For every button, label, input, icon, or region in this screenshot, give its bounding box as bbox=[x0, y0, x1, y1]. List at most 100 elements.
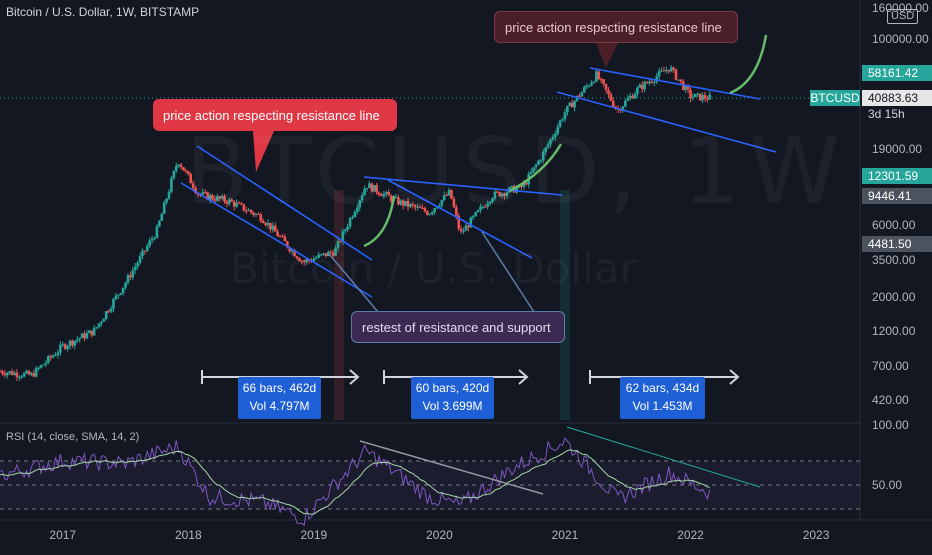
callout-left[interactable]: price action respecting resistance line bbox=[153, 99, 397, 131]
candle-body bbox=[401, 200, 405, 206]
candle-body bbox=[252, 212, 255, 215]
candle-body bbox=[150, 238, 154, 241]
candle-body bbox=[597, 71, 601, 80]
candle-body bbox=[491, 198, 494, 202]
candle-body bbox=[271, 225, 275, 230]
candle-body bbox=[300, 261, 304, 263]
x-tick-label: 2023 bbox=[802, 528, 830, 542]
candle-body bbox=[363, 188, 366, 196]
candle-body bbox=[505, 192, 509, 196]
candle-body bbox=[457, 215, 461, 229]
candle-body bbox=[20, 376, 24, 378]
resistance-trendline-2 bbox=[363, 176, 563, 196]
candle-body bbox=[624, 100, 627, 107]
candle-body bbox=[71, 340, 74, 346]
candle-body bbox=[162, 202, 166, 214]
watermark-name: Bitcoin / U.S. Dollar bbox=[230, 244, 637, 293]
x-tick-label: 2018 bbox=[174, 528, 202, 542]
candle-body bbox=[121, 287, 125, 294]
candle-body bbox=[174, 165, 178, 171]
candle-body bbox=[607, 89, 610, 94]
price-tag-4481: 4481.50 bbox=[862, 236, 932, 252]
candle-body bbox=[136, 263, 139, 267]
callout-right-pointer bbox=[596, 43, 618, 68]
candle-body bbox=[628, 96, 632, 99]
measure-arrow-head-0 bbox=[349, 369, 360, 385]
candle-body bbox=[141, 250, 144, 257]
candle-body bbox=[46, 356, 50, 363]
x-tick-label: 2022 bbox=[677, 528, 704, 542]
candle-body bbox=[626, 98, 630, 101]
measure-2-bars: 60 bars, 420d bbox=[415, 381, 490, 395]
currency-box[interactable]: USD bbox=[887, 9, 919, 24]
candle-body bbox=[317, 254, 320, 258]
candle-body bbox=[479, 206, 482, 211]
candle-body bbox=[372, 185, 376, 192]
measure-box-2[interactable]: 60 bars, 420d Vol 3.699M bbox=[411, 377, 494, 419]
measure-arrow-head-2 bbox=[729, 369, 740, 385]
candle-body bbox=[237, 202, 241, 204]
candle-body bbox=[493, 191, 497, 199]
candle-body bbox=[177, 164, 180, 166]
candle-body bbox=[558, 120, 562, 127]
candle-body bbox=[201, 192, 205, 195]
candle-body bbox=[609, 93, 613, 101]
candle-body bbox=[206, 192, 209, 200]
candle-body bbox=[312, 258, 316, 262]
measure-arrow-head-1 bbox=[518, 369, 529, 385]
rsi-ma-line bbox=[0, 449, 710, 515]
measure-box-3[interactable]: 62 bars, 434d Vol 1.453M bbox=[620, 377, 705, 419]
candle-body bbox=[546, 144, 550, 148]
candle-body bbox=[483, 206, 487, 208]
projection-curve-1 bbox=[509, 143, 563, 193]
candle-body bbox=[496, 191, 499, 193]
candle-body bbox=[397, 197, 400, 205]
candle-body bbox=[208, 195, 212, 200]
candle-body bbox=[269, 222, 272, 230]
rsi-label: RSI (14, close, SMA, 14, 2) bbox=[6, 431, 140, 443]
candle-body bbox=[580, 92, 584, 97]
candle-body bbox=[409, 204, 412, 207]
candle-body bbox=[360, 195, 364, 201]
candle-body bbox=[438, 205, 441, 208]
candle-body bbox=[298, 258, 301, 262]
candle-body bbox=[503, 193, 506, 196]
candle-body bbox=[114, 295, 118, 300]
candle-body bbox=[389, 195, 393, 202]
y-tick-label: 100000.00 bbox=[872, 32, 929, 46]
candle-body bbox=[145, 245, 149, 251]
candle-body bbox=[706, 98, 709, 100]
candle-body bbox=[100, 321, 103, 324]
callout-right[interactable]: price action respecting resistance line bbox=[494, 11, 738, 43]
resistance-trendline-1 bbox=[180, 182, 373, 298]
callout-middle[interactable]: restest of resistance and support bbox=[351, 311, 565, 343]
candle-body bbox=[138, 256, 142, 264]
measure-box-1[interactable]: 66 bars, 462d Vol 4.797M bbox=[238, 377, 321, 419]
candle-body bbox=[394, 197, 398, 199]
candle-body bbox=[585, 86, 588, 88]
price-tag-current: 58161.42 bbox=[862, 65, 932, 81]
candle-body bbox=[223, 196, 226, 202]
candle-body bbox=[648, 81, 651, 84]
candle-body bbox=[447, 189, 451, 196]
candle-body bbox=[621, 106, 625, 111]
candle-body bbox=[423, 208, 427, 212]
candle-body bbox=[167, 191, 171, 199]
candle-body bbox=[537, 160, 540, 165]
candle-body bbox=[235, 202, 238, 207]
candle-body bbox=[568, 102, 572, 106]
candle-body bbox=[556, 126, 560, 134]
candle-body bbox=[230, 199, 234, 202]
candle-body bbox=[225, 201, 229, 204]
candle-body bbox=[672, 67, 675, 70]
candle-body bbox=[54, 355, 57, 357]
candle-body bbox=[356, 207, 359, 212]
candle-body bbox=[592, 81, 596, 83]
candle-body bbox=[435, 207, 439, 209]
candle-body bbox=[674, 69, 678, 80]
candle-body bbox=[655, 76, 659, 82]
candle-body bbox=[290, 250, 294, 252]
y-tick-label: 160000.00 bbox=[872, 0, 929, 15]
candle-body bbox=[336, 240, 340, 249]
candle-body bbox=[187, 171, 190, 174]
